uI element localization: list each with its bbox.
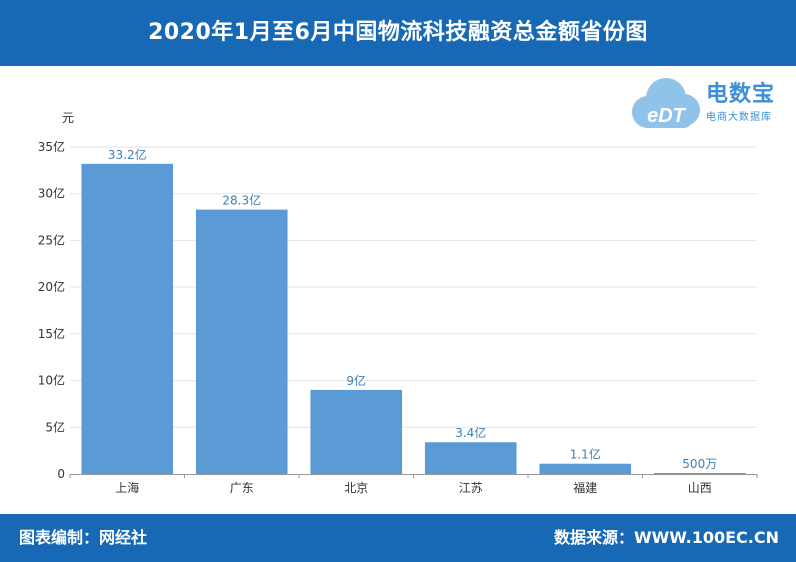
footer-bar: 图表编制：网经社 数据来源：WWW.100EC.CN xyxy=(0,514,796,562)
y-tick-label: 0 xyxy=(57,467,65,481)
y-tick-label: 25亿 xyxy=(38,232,65,247)
y-tick-label: 10亿 xyxy=(38,373,65,388)
x-tick-label: 广东 xyxy=(230,481,254,495)
chart-title: 2020年1月至6月中国物流科技融资总金额省份图 xyxy=(148,20,648,45)
x-tick-label: 山西 xyxy=(688,481,712,495)
footer-source: 数据来源：WWW.100EC.CN xyxy=(553,528,779,547)
bar xyxy=(81,163,174,474)
logo-badge: eDT xyxy=(647,105,687,127)
footer-credit: 图表编制：网经社 xyxy=(19,528,148,547)
header-bar xyxy=(0,0,796,66)
data-label: 3.4亿 xyxy=(455,425,486,440)
y-axis-unit: 元 xyxy=(62,111,75,125)
data-label: 33.2亿 xyxy=(108,147,147,162)
x-tick-label: 福建 xyxy=(573,480,597,495)
y-tick-label: 15亿 xyxy=(38,326,65,341)
y-tick-label: 35亿 xyxy=(38,139,65,154)
logo-name: 电数宝 xyxy=(706,82,776,107)
x-tick-label: 江苏 xyxy=(459,481,483,495)
y-tick-label: 5亿 xyxy=(45,419,65,434)
x-tick-label: 上海 xyxy=(115,480,139,495)
y-tick-label: 30亿 xyxy=(38,186,65,201)
logo: eDT 电数宝 电商大数据库 xyxy=(626,72,792,138)
logo-subtitle: 电商大数据库 xyxy=(706,112,772,123)
data-label: 9亿 xyxy=(346,373,366,388)
bar xyxy=(310,389,403,474)
bar xyxy=(539,463,632,474)
bar xyxy=(424,442,517,474)
data-label: 1.1亿 xyxy=(570,447,601,462)
data-label: 28.3亿 xyxy=(222,193,261,208)
data-label: 500万 xyxy=(682,457,717,471)
cloud-logo-icon: eDT xyxy=(632,78,700,128)
y-tick-label: 20亿 xyxy=(38,279,65,294)
bar xyxy=(653,473,746,474)
bar xyxy=(195,209,288,474)
x-tick-label: 北京 xyxy=(344,481,368,495)
